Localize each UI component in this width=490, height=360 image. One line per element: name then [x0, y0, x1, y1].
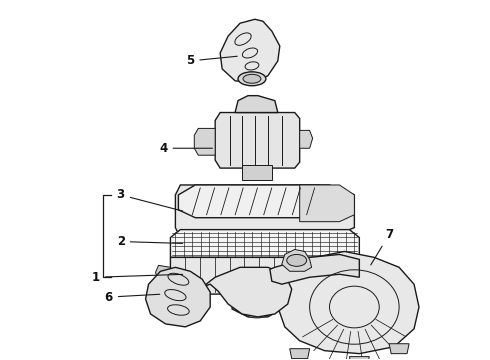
- Polygon shape: [282, 249, 312, 271]
- Polygon shape: [215, 113, 300, 168]
- Polygon shape: [270, 255, 359, 284]
- Polygon shape: [220, 19, 280, 83]
- Text: 1: 1: [92, 271, 183, 284]
- Polygon shape: [389, 344, 409, 354]
- Polygon shape: [359, 267, 377, 283]
- Polygon shape: [171, 257, 365, 294]
- Polygon shape: [175, 185, 354, 238]
- Polygon shape: [300, 185, 354, 222]
- Polygon shape: [155, 265, 171, 281]
- Ellipse shape: [287, 255, 307, 266]
- Text: 3: 3: [117, 188, 183, 211]
- Ellipse shape: [243, 74, 261, 83]
- Polygon shape: [171, 230, 359, 257]
- Text: 5: 5: [186, 54, 237, 67]
- Text: 7: 7: [371, 228, 393, 265]
- Polygon shape: [232, 291, 282, 317]
- Polygon shape: [235, 96, 278, 113]
- Ellipse shape: [238, 72, 266, 86]
- Text: 6: 6: [105, 291, 160, 303]
- Text: 4: 4: [159, 142, 212, 155]
- Polygon shape: [349, 357, 369, 360]
- Text: 2: 2: [117, 235, 183, 248]
- Polygon shape: [242, 165, 272, 180]
- Polygon shape: [146, 267, 210, 327]
- Polygon shape: [290, 349, 310, 359]
- Polygon shape: [202, 267, 292, 317]
- Ellipse shape: [243, 304, 271, 318]
- Polygon shape: [195, 129, 215, 155]
- Polygon shape: [300, 130, 313, 148]
- Polygon shape: [178, 185, 340, 218]
- Polygon shape: [278, 251, 419, 354]
